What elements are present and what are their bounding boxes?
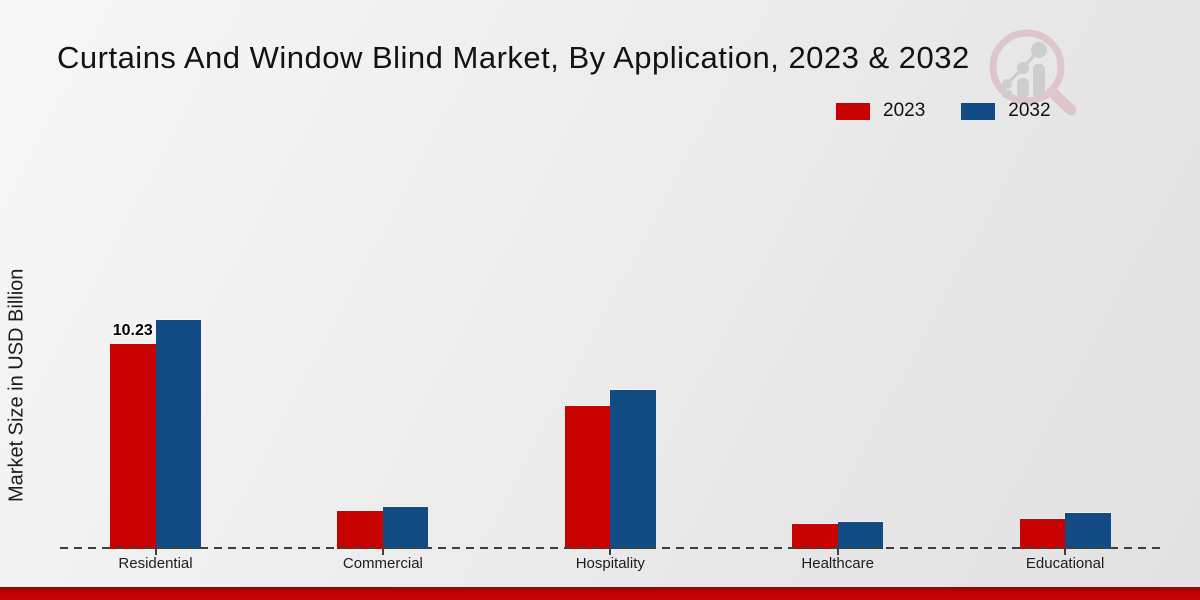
chart-title: Curtains And Window Blind Market, By App… xyxy=(57,40,970,75)
x-axis-tick xyxy=(1064,549,1067,555)
legend-label: 2032 xyxy=(1008,100,1051,121)
legend-swatch-2032 xyxy=(961,102,996,120)
bar-value-label: 10.23 xyxy=(112,322,153,339)
legend: 2023 2032 xyxy=(836,100,1051,122)
legend-item-2032[interactable]: 2032 xyxy=(961,100,1051,122)
bar-2032-residential[interactable] xyxy=(155,320,201,549)
bar-2023-residential[interactable] xyxy=(110,344,156,549)
x-axis-tick xyxy=(609,549,612,555)
legend-label: 2023 xyxy=(883,100,926,121)
x-axis-baseline xyxy=(60,547,1160,549)
x-axis-category-label: Healthcare xyxy=(801,555,874,572)
magnifier-barchart-logo-icon xyxy=(989,29,1077,116)
legend-item-2023[interactable]: 2023 xyxy=(836,100,925,122)
bar-2023-healthcare[interactable] xyxy=(792,524,838,549)
bar-2023-educational[interactable] xyxy=(1019,519,1066,549)
bar-2032-hospitality[interactable] xyxy=(610,390,656,549)
bar-2032-educational[interactable] xyxy=(1065,513,1111,549)
x-axis-category-label: Residential xyxy=(118,555,193,572)
x-axis-category-label: Hospitality xyxy=(575,555,645,572)
x-axis-tick xyxy=(154,549,157,555)
bar-2023-commercial[interactable] xyxy=(337,511,383,549)
legend-swatch-2023 xyxy=(836,102,870,120)
bar-2032-healthcare[interactable] xyxy=(837,522,884,549)
footer-red-strip xyxy=(0,587,1200,600)
x-axis-tick xyxy=(381,549,384,555)
bar-2032-commercial[interactable] xyxy=(382,507,429,549)
x-axis-tick xyxy=(836,549,839,555)
x-axis-category-label: Commercial xyxy=(342,555,423,572)
bar-2023-hospitality[interactable] xyxy=(564,406,611,549)
x-axis-category-label: Educational xyxy=(1025,555,1105,572)
